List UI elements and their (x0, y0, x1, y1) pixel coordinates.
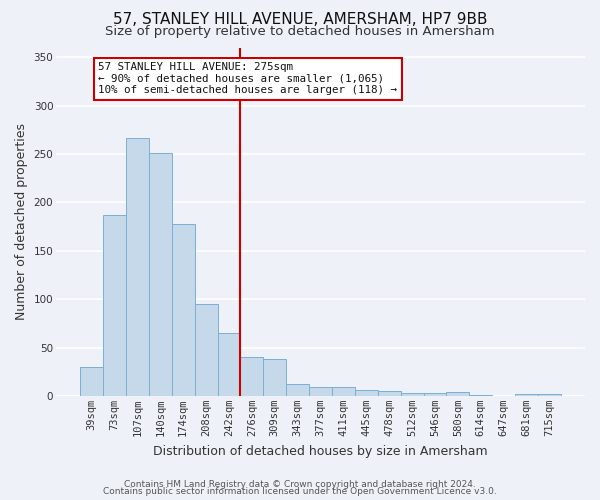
Bar (424, 393, 446, 396)
Bar (538, 394, 561, 396)
Text: 57 STANLEY HILL AVENUE: 275sqm
← 90% of detached houses are smaller (1,065)
10% : 57 STANLEY HILL AVENUE: 275sqm ← 90% of … (98, 62, 397, 95)
Text: Size of property relative to detached houses in Amersham: Size of property relative to detached ho… (105, 25, 495, 38)
Bar (355, 390, 378, 396)
Bar (286, 384, 309, 396)
Bar (469, 395, 492, 396)
Bar (332, 387, 355, 396)
Bar (80, 367, 103, 396)
Bar (241, 357, 263, 396)
Bar (218, 333, 241, 396)
Bar (309, 387, 332, 396)
Bar (263, 359, 286, 396)
Text: Contains public sector information licensed under the Open Government Licence v3: Contains public sector information licen… (103, 487, 497, 496)
Bar (446, 392, 469, 396)
Text: 57, STANLEY HILL AVENUE, AMERSHAM, HP7 9BB: 57, STANLEY HILL AVENUE, AMERSHAM, HP7 9… (113, 12, 487, 28)
Bar (515, 394, 538, 396)
Text: Contains HM Land Registry data © Crown copyright and database right 2024.: Contains HM Land Registry data © Crown c… (124, 480, 476, 489)
Bar (103, 215, 126, 396)
X-axis label: Distribution of detached houses by size in Amersham: Distribution of detached houses by size … (153, 444, 488, 458)
Bar (172, 224, 194, 396)
Bar (149, 153, 172, 396)
Bar (401, 393, 424, 396)
Bar (194, 304, 218, 396)
Bar (378, 391, 401, 396)
Y-axis label: Number of detached properties: Number of detached properties (15, 123, 28, 320)
Bar (126, 138, 149, 396)
